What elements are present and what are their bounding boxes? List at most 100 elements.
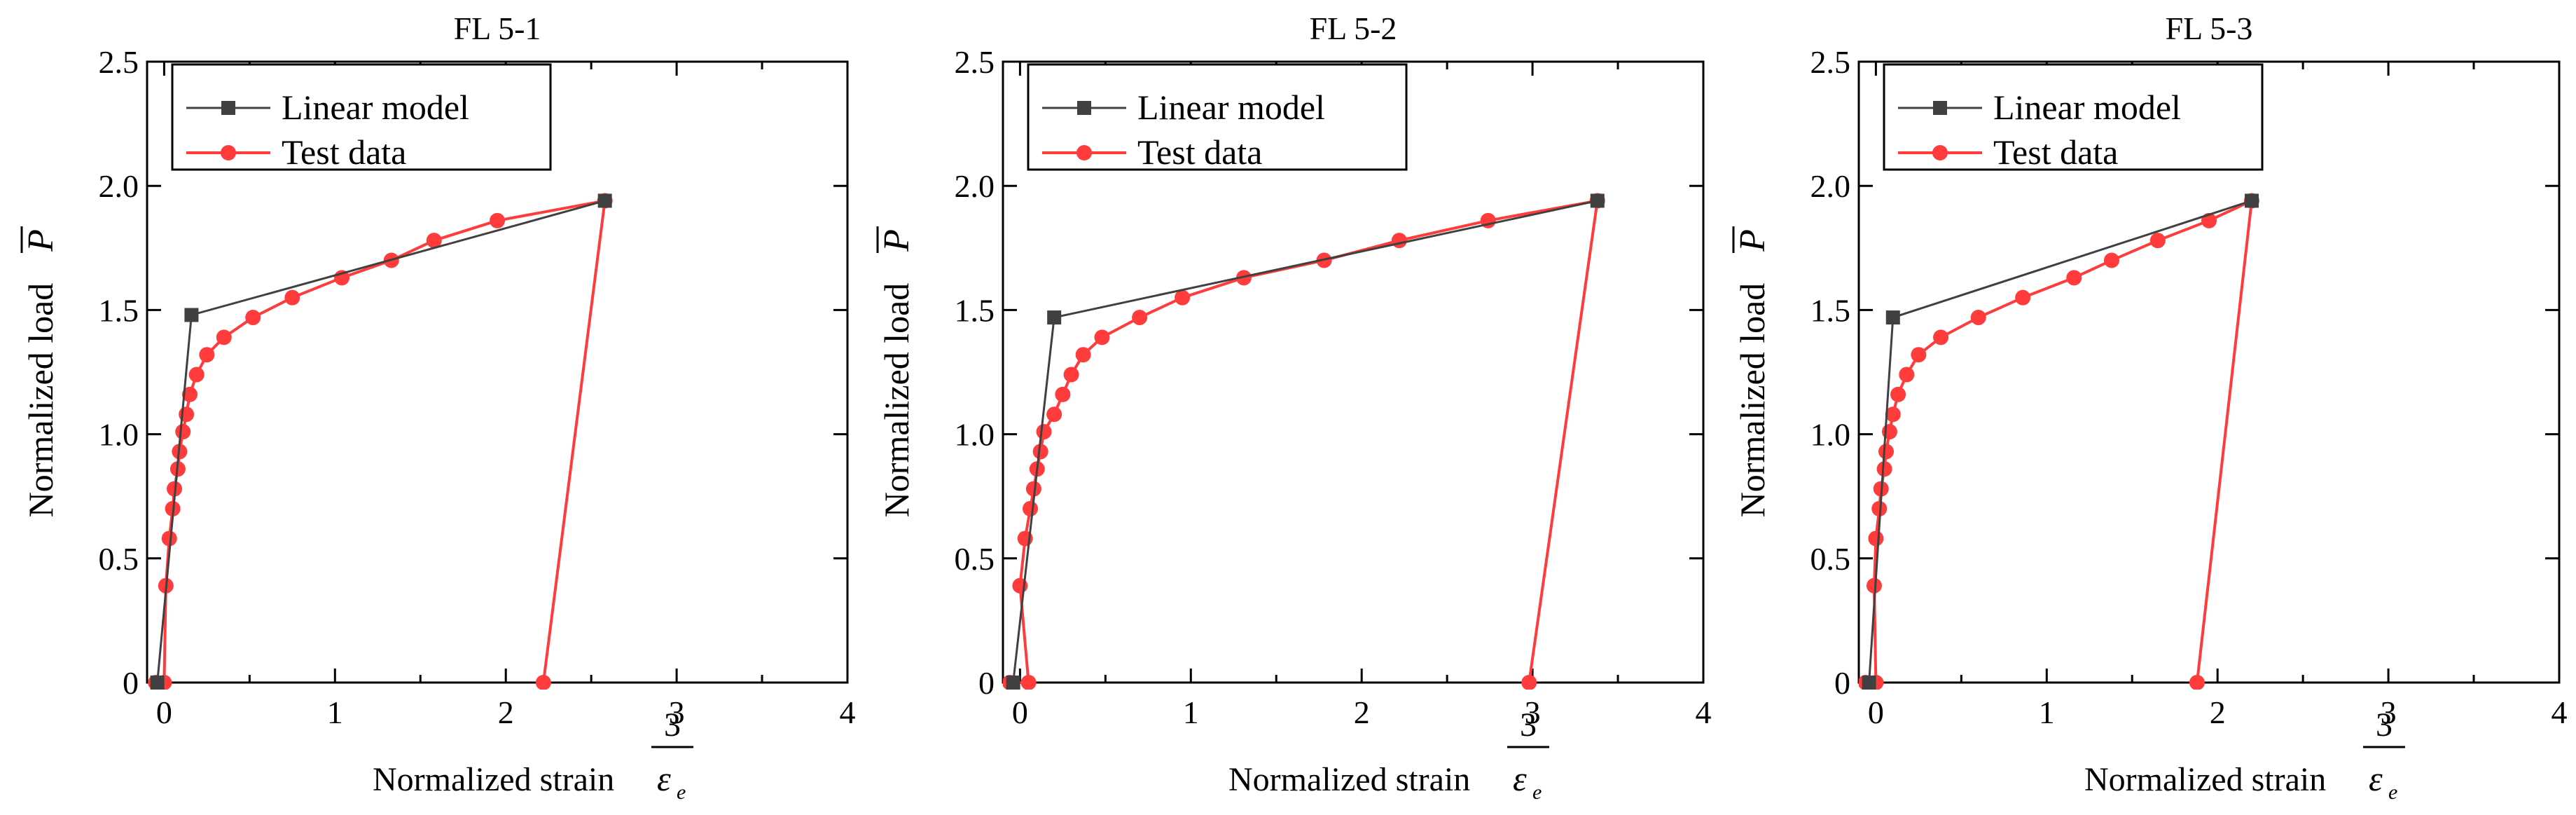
data-point-square [1885, 310, 1900, 325]
x-axis-label-numerator: 3 [1520, 706, 1537, 744]
y-tick-label: 1.0 [99, 417, 139, 453]
x-axis-label-subscript: e [1532, 781, 1542, 804]
legend-label: Linear model [1993, 88, 2181, 127]
y-tick-label: 0 [978, 665, 995, 701]
x-axis-label: Normalized strain [373, 761, 614, 798]
data-point-circle [1866, 577, 1882, 594]
chart-title: FL 5-2 [1310, 11, 1397, 46]
series-line [1009, 199, 1600, 684]
y-axis-label-group: Normalized load P [876, 226, 917, 518]
plot-frame [1002, 60, 1705, 684]
y-tick-label: 0 [123, 665, 139, 701]
x-tick-label: 2 [1354, 694, 1370, 730]
y-tick-label: 0.5 [99, 541, 139, 577]
y-tick-label: 2.5 [955, 44, 995, 80]
data-point-circle [188, 367, 205, 383]
data-point-circle [426, 233, 442, 249]
x-tick-label: 2 [498, 694, 514, 730]
data-point-square [1862, 676, 1876, 690]
data-point-circle [1063, 367, 1079, 383]
data-point-circle [2103, 252, 2119, 268]
data-point-circle [2149, 233, 2166, 249]
y-axis-label: Normalized load [877, 283, 916, 518]
plot-frame [1857, 60, 2561, 684]
data-point-circle [1025, 481, 1041, 497]
y-tick-label: 0.5 [955, 541, 995, 577]
data-point-circle [1055, 386, 1071, 402]
y-axis-label-symbol: P [877, 229, 917, 252]
legend-label: Linear model [282, 88, 469, 127]
x-axis-label-subscript: e [2388, 781, 2397, 804]
data-point-circle [245, 310, 261, 326]
y-tick-label: 1.5 [1810, 292, 1851, 328]
data-point-circle [181, 386, 198, 402]
series-line [1865, 198, 2254, 684]
y-tick-label: 2.0 [1810, 168, 1851, 204]
x-tick-label: 1 [1183, 694, 1199, 730]
x-tick-label: 3 [1525, 694, 1541, 730]
x-tick-label: 4 [2551, 694, 2568, 730]
legend-marker-circle [1076, 145, 1092, 160]
x-axis-label: Normalized strain [2084, 761, 2326, 798]
data-point-circle [284, 289, 300, 306]
x-tick-label: 0 [156, 694, 172, 730]
series-line [1868, 200, 2252, 683]
series-line [1012, 199, 1598, 683]
data-point-square [1047, 310, 1062, 325]
series-linear-model [150, 193, 612, 690]
x-axis-label-symbol: ε [1513, 759, 1527, 798]
data-point-circle [1075, 347, 1091, 363]
y-tick-label: 2.5 [99, 44, 139, 80]
data-point-circle [1023, 500, 1039, 516]
y-tick-label: 2.0 [955, 168, 995, 204]
y-tick-label: 1.0 [1810, 417, 1851, 453]
data-point-circle [490, 212, 505, 228]
series-test-data [1003, 193, 1605, 690]
legend-marker-circle [1932, 145, 1948, 160]
data-point-circle [1032, 444, 1048, 460]
x-tick-label: 3 [669, 694, 685, 730]
data-point-circle [1132, 310, 1148, 326]
y-tick-label: 2.5 [1810, 44, 1851, 80]
x-axis-label: Normalized strain [1228, 761, 1470, 798]
x-axis-label-symbol: ε [2369, 759, 2383, 798]
chart-panel-2: FL 5-2 0 1 2 3 4 0 0.5 1.0 1.5 2.0 2.5 Normalized st… [876, 11, 1712, 804]
x-axis-label-subscript: e [677, 781, 686, 804]
series-test-data [1859, 193, 2259, 690]
legend-marker-square [1933, 101, 1947, 115]
series-linear-model [1006, 193, 1605, 690]
data-point-circle [1911, 347, 1927, 363]
series-linear-model [1862, 193, 2259, 690]
chart-title: FL 5-3 [2166, 11, 2253, 46]
x-tick-label: 0 [1012, 694, 1028, 730]
data-point-circle [1036, 424, 1052, 440]
data-point-circle [2189, 675, 2205, 690]
data-point-circle [2015, 289, 2031, 306]
data-point-circle [1885, 406, 1901, 423]
data-point-circle [1899, 367, 1915, 383]
x-tick-label: 2 [2210, 694, 2226, 730]
legend-marker-square [1077, 101, 1091, 115]
legend: Linear model Test data [1027, 63, 1408, 172]
legend-marker-circle [221, 145, 236, 160]
y-axis-label: Normalized load [1733, 283, 1772, 518]
y-axis-label: Normalized load [21, 283, 60, 518]
series-test-data [148, 193, 613, 690]
legend: Linear model Test data [1883, 63, 2264, 172]
y-tick-label: 1.5 [99, 292, 139, 328]
data-point-circle [1876, 461, 1892, 477]
y-tick-label: 0 [1834, 665, 1850, 701]
data-point-circle [216, 329, 232, 345]
y-axis-label-group: Normalized load P [1732, 226, 1773, 518]
y-tick-label: 1.5 [955, 292, 995, 328]
y-tick-label: 2.0 [99, 168, 139, 204]
legend-label: Linear model [1137, 88, 1325, 127]
legend-label: Test data [282, 132, 406, 172]
plot-frame [146, 60, 849, 684]
data-point-square [1006, 676, 1020, 690]
data-point-square [150, 676, 165, 690]
data-point-circle [1868, 530, 1884, 547]
x-tick-label: 3 [2381, 694, 2397, 730]
legend-label: Test data [1993, 132, 2118, 172]
x-tick-label: 4 [840, 694, 856, 730]
